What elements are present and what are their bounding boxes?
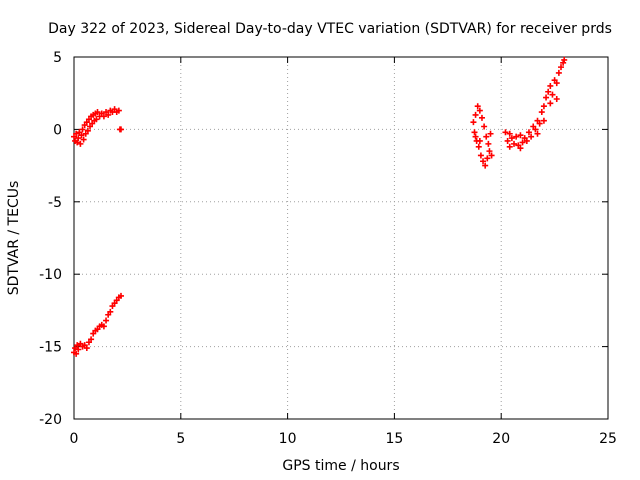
series-arc-upper-early [71, 106, 124, 147]
data-point [484, 155, 491, 162]
data-point [536, 120, 543, 127]
y-tick-label: -15 [39, 340, 62, 356]
data-point [476, 107, 483, 114]
data-point [476, 137, 483, 144]
data-point [506, 143, 513, 150]
data-point [93, 116, 100, 123]
data-point [525, 129, 532, 136]
data-points [71, 56, 568, 357]
data-point [77, 140, 84, 147]
y-tick-label: 0 [53, 122, 62, 138]
data-point [485, 140, 492, 147]
data-point [519, 139, 526, 146]
data-point [511, 140, 518, 147]
data-point [482, 162, 489, 169]
data-point [553, 95, 560, 102]
series-arc-late-1 [470, 103, 495, 169]
data-point [534, 130, 541, 137]
data-point [480, 158, 487, 165]
data-point [75, 346, 82, 353]
x-tick-label: 10 [279, 431, 297, 447]
y-tick-label: 5 [53, 50, 62, 66]
data-point [74, 342, 81, 349]
data-point [486, 148, 493, 155]
data-point [488, 152, 495, 159]
data-point [115, 107, 122, 114]
data-point [540, 117, 547, 124]
x-axis-label: GPS time / hours [282, 458, 399, 474]
data-point [517, 132, 524, 139]
data-point [100, 113, 107, 120]
data-point [472, 111, 479, 118]
data-point [471, 129, 478, 136]
grid-lines [74, 57, 608, 419]
data-point [558, 64, 565, 71]
data-point [472, 133, 479, 140]
data-point [117, 126, 124, 133]
data-point [545, 88, 552, 95]
x-tick-label: 20 [492, 431, 510, 447]
x-tick-label: 25 [599, 431, 617, 447]
data-point [88, 336, 95, 343]
data-point [508, 135, 515, 142]
data-point [474, 103, 481, 110]
x-tick-label: 5 [176, 431, 185, 447]
data-point [74, 139, 81, 146]
data-point [481, 123, 488, 130]
data-point [475, 143, 482, 150]
x-tick-label: 15 [385, 431, 403, 447]
x-tick-label: 0 [70, 431, 79, 447]
data-point [547, 100, 554, 107]
y-tick-label: -20 [39, 412, 62, 428]
data-point [549, 91, 556, 98]
data-point [73, 130, 80, 137]
data-point [502, 129, 509, 136]
data-point [561, 56, 568, 63]
data-point [78, 132, 85, 139]
series-arc-late-2 [502, 56, 568, 152]
data-point [506, 130, 513, 137]
data-point [79, 126, 86, 133]
data-point [538, 109, 545, 116]
data-point [80, 136, 87, 143]
data-point [547, 82, 554, 89]
data-point [553, 80, 560, 87]
y-axis-label: SDTVAR / TECUs [6, 181, 22, 296]
data-point [483, 133, 490, 140]
data-point [470, 119, 477, 126]
y-tick-label: -10 [39, 267, 62, 283]
data-point [94, 109, 101, 116]
x-axis-ticks: 0 5 10 15 20 25 [70, 57, 617, 447]
data-point [513, 133, 520, 140]
data-point [117, 292, 124, 299]
data-point [543, 94, 550, 101]
data-point [75, 135, 82, 142]
series-arc-lower-early [71, 292, 124, 357]
data-point [83, 345, 90, 352]
y-tick-label: -5 [48, 195, 62, 211]
chart-title: Day 322 of 2023, Sidereal Day-to-day VTE… [48, 21, 612, 37]
data-point [504, 137, 511, 144]
data-point [528, 133, 535, 140]
data-point [540, 103, 547, 110]
data-point [560, 59, 567, 66]
data-point [73, 350, 80, 357]
data-point [105, 111, 112, 118]
data-point [523, 137, 530, 144]
data-point [107, 308, 114, 315]
data-point [532, 126, 539, 133]
data-point [478, 114, 485, 121]
data-point [487, 130, 494, 137]
data-point [517, 145, 524, 152]
data-point [100, 323, 107, 330]
data-point [84, 127, 91, 134]
data-point [555, 69, 562, 76]
y-axis-ticks: -20 -15 -10 -5 0 5 [39, 50, 608, 428]
plot-frame [73, 56, 609, 420]
data-point [477, 152, 484, 159]
data-point [103, 317, 110, 324]
